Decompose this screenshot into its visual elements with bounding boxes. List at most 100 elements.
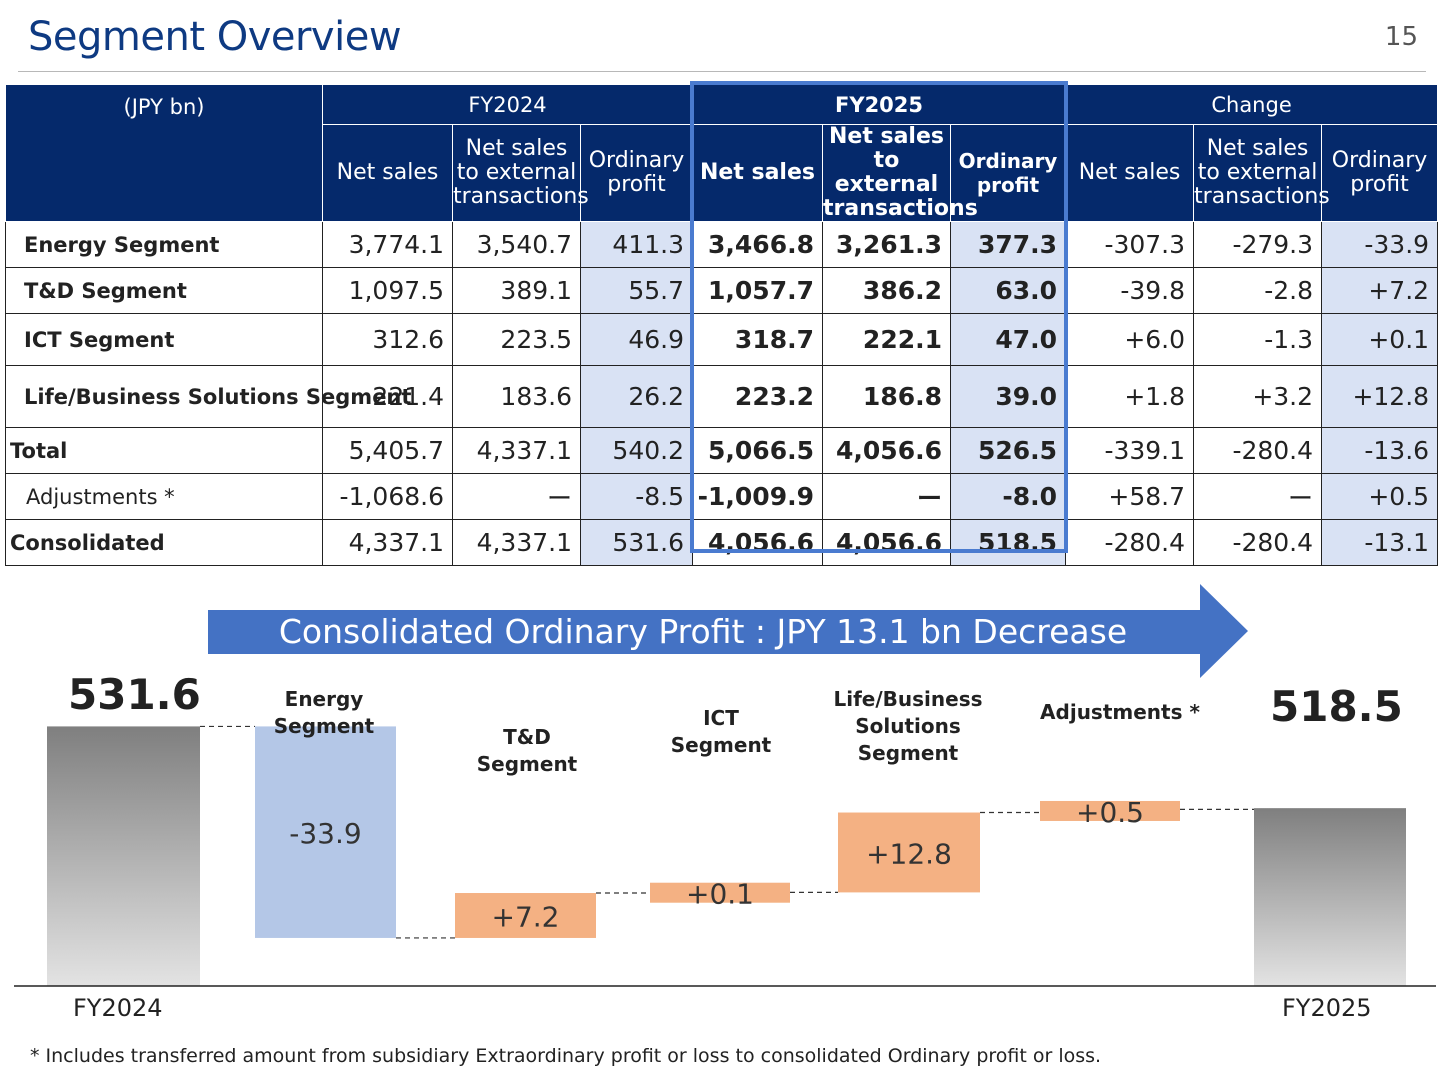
table-cell: 223.2 [692, 365, 823, 428]
step-label-life: Life/Business Solutions Segment [833, 687, 983, 765]
col-header-ordinary-profit: Ordinary profit [1321, 124, 1439, 222]
table-cell: -13.6 [1321, 427, 1439, 474]
table-cell: -1,009.9 [692, 473, 823, 520]
table-cell: -1,068.6 [322, 473, 453, 520]
step-value-label: +12.8 [866, 837, 952, 870]
table-cell: 4,056.6 [692, 519, 823, 566]
table-cell: ー [452, 473, 581, 520]
table-cell: 3,466.8 [692, 221, 823, 268]
row-label: Life/Business Solutions Segment [5, 365, 411, 428]
table-row: Consolidated 4,337.1 4,337.1 531.6 4,056.6 4,… [5, 519, 1439, 566]
table-cell: 318.7 [692, 313, 823, 366]
table-cell: 386.2 [822, 267, 951, 314]
table-cell: -280.4 [1065, 519, 1195, 566]
segment-table: (JPY bn) FY2024 FY2025 Change Net sales … [5, 84, 1439, 566]
table-cell: -280.4 [1193, 519, 1323, 566]
step-label-adjustments: Adjustments * [1040, 700, 1200, 724]
table-cell: 4,056.6 [822, 427, 951, 474]
table-cell: 26.2 [580, 365, 693, 428]
row-label: ICT Segment [5, 313, 323, 366]
step-bar [650, 882, 790, 903]
banner-text: Consolidated Ordinary Profit : JPY 13.1 … [278, 612, 1128, 651]
table-cell: 1,057.7 [692, 267, 823, 314]
step-bar [455, 893, 596, 938]
footnote: * Includes transferred amount from subsi… [30, 1045, 1102, 1067]
table-cell: -13.1 [1321, 519, 1439, 566]
step-value-label: +0.1 [686, 878, 754, 911]
step-value-label: +7.2 [492, 900, 560, 933]
table-row: Energy Segment 3,774.1 3,540.7 411.3 3,466.8… [5, 221, 1439, 268]
table-cell: -279.3 [1193, 221, 1323, 268]
col-header-ordinary-profit: Ordinary profit [580, 124, 693, 222]
table-cell: 39.0 [949, 365, 1067, 428]
table-cell: -39.8 [1065, 267, 1195, 314]
table-cell: 183.6 [452, 365, 581, 428]
step-label-energy: Energy Segment [273, 687, 375, 738]
row-label: Energy Segment [5, 221, 323, 268]
page-title: Segment Overview [28, 14, 402, 60]
x-label-fy2024: FY2024 [73, 994, 163, 1022]
table-cell: -8.0 [949, 473, 1067, 520]
table-cell: 5,405.7 [322, 427, 453, 474]
table-cell: 1,097.5 [322, 267, 453, 314]
col-header-external-sales: Net sales to external transactions [1193, 124, 1330, 222]
table-cell: 63.0 [949, 267, 1067, 314]
table-cell: +3.2 [1193, 365, 1323, 428]
table-cell: ー [822, 473, 951, 520]
step-value-label: +0.5 [1076, 796, 1144, 829]
table-row: T&D Segment 1,097.5 389.1 55.7 1,057.7 386.2 6… [5, 267, 1439, 314]
table-cell: 3,774.1 [322, 221, 453, 268]
x-label-fy2025: FY2025 [1282, 994, 1372, 1022]
table-row: Life/Business Solutions Segment 221.4 183.… [5, 365, 1439, 428]
row-label: Consolidated [5, 519, 323, 566]
table-cell: 3,540.7 [452, 221, 581, 268]
table-cell: 4,337.1 [452, 519, 581, 566]
table-cell: -307.3 [1065, 221, 1195, 268]
row-label: Total [5, 427, 323, 474]
step-label-td: T&D Segment [476, 725, 578, 776]
col-header-net-sales: Net sales [692, 124, 823, 222]
table-cell: 223.5 [452, 313, 581, 366]
group-header-fy2025: FY2025 [691, 84, 1067, 125]
col-header-external-sales: Net sales to external transactions [452, 124, 589, 222]
row-label: T&D Segment [5, 267, 323, 314]
table-cell: 531.6 [580, 519, 693, 566]
end-value-label: 518.5 [1270, 682, 1403, 731]
unit-label: (JPY bn) [5, 84, 323, 222]
step-label-ict: ICT Segment [670, 706, 772, 757]
step-bar [255, 726, 396, 938]
table-cell: 540.2 [580, 427, 693, 474]
table-cell: 526.5 [949, 427, 1067, 474]
table-row: Adjustments * -1,068.6 ー -8.5 -1,009.9 ー -8.0 +… [5, 473, 1439, 520]
table-cell: 4,337.1 [322, 519, 453, 566]
table-cell: 389.1 [452, 267, 581, 314]
title-divider [18, 71, 1426, 72]
step-bar [1040, 800, 1180, 821]
table-cell: -339.1 [1065, 427, 1195, 474]
table-cell: -2.8 [1193, 267, 1323, 314]
end-total-bar [1254, 808, 1406, 986]
table-cell: +7.2 [1321, 267, 1439, 314]
table-cell: +12.8 [1321, 365, 1439, 428]
table-cell: 47.0 [949, 313, 1067, 366]
table-cell: +58.7 [1065, 473, 1195, 520]
group-header-fy2024: FY2024 [322, 84, 693, 125]
table-row: Total 5,405.7 4,337.1 540.2 5,066.5 4,056.6 52… [5, 427, 1439, 474]
table-cell: 411.3 [580, 221, 693, 268]
step-bar [838, 812, 980, 893]
table-cell: ー [1193, 473, 1323, 520]
table-cell: 46.9 [580, 313, 693, 366]
banner-arrow [208, 584, 1248, 678]
table-cell: 518.5 [949, 519, 1067, 566]
table-cell: 186.8 [822, 365, 951, 428]
step-value-label: -33.9 [289, 817, 361, 850]
table-row: ICT Segment 312.6 223.5 46.9 318.7 222.1 47.0 +… [5, 313, 1439, 366]
page-number: 15 [1384, 22, 1418, 52]
table-cell: +0.5 [1321, 473, 1439, 520]
table-cell: 5,066.5 [692, 427, 823, 474]
table-cell: 4,056.6 [822, 519, 951, 566]
table-cell: 222.1 [822, 313, 951, 366]
row-label: Adjustments * [5, 473, 323, 520]
col-header-net-sales: Net sales [322, 124, 453, 222]
table-cell: -8.5 [580, 473, 693, 520]
